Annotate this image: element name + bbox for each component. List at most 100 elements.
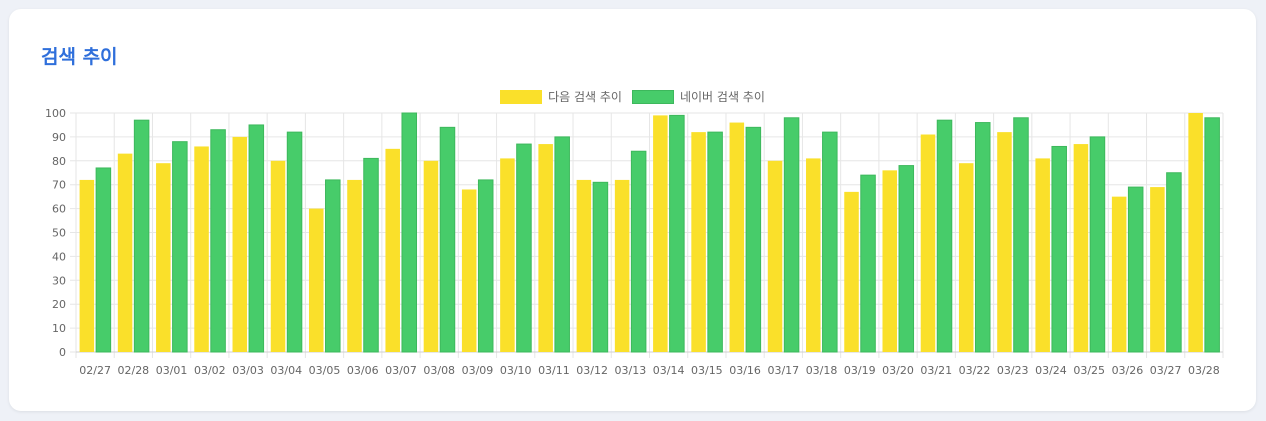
bar-daum <box>1035 158 1050 352</box>
bar-naver <box>1127 186 1144 353</box>
x-tick-label: 03/09 <box>462 364 494 377</box>
bar-daum <box>653 115 668 352</box>
bar-naver <box>745 126 762 353</box>
bar-naver <box>898 165 915 353</box>
legend: 다음 검색 추이 네이버 검색 추이 <box>9 88 1256 105</box>
bar-daum <box>767 160 783 352</box>
x-tick-label: 03/11 <box>538 364 570 377</box>
bar-daum <box>997 132 1012 352</box>
bar-naver <box>516 143 532 353</box>
bar-daum <box>844 191 859 352</box>
bar-naver <box>439 126 456 353</box>
bar-daum <box>461 189 477 352</box>
y-tick-label: 100 <box>45 107 66 120</box>
x-tick-label: 03/08 <box>423 364 455 377</box>
x-tick-label: 03/20 <box>882 364 914 377</box>
bar-daum <box>1150 187 1165 352</box>
x-tick-label: 03/27 <box>1150 364 1182 377</box>
bar-naver <box>630 150 647 353</box>
bar-daum <box>194 146 209 352</box>
bar-chart: 0 10 20 30 40 50 60 70 80 90 100 02/27 02/28 03/01 03/… <box>45 107 1224 377</box>
x-tick-label: 03/03 <box>232 364 264 377</box>
bar-naver <box>248 124 265 353</box>
bar-daum <box>500 158 515 352</box>
bar-naver <box>822 131 838 353</box>
x-tick-label: 03/06 <box>347 364 379 377</box>
bar-naver <box>95 167 112 353</box>
bar-daum <box>1073 144 1089 352</box>
bar-naver <box>1051 145 1067 353</box>
bar-naver <box>477 179 494 353</box>
x-tick-label: 03/13 <box>615 364 647 377</box>
bar-daum <box>882 170 898 352</box>
legend-label-daum: 다음 검색 추이 <box>548 90 622 104</box>
bar-naver <box>325 179 341 353</box>
y-tick-label: 60 <box>52 203 66 216</box>
x-tick-label: 03/05 <box>309 364 341 377</box>
legend-item-naver[interactable]: 네이버 검색 추이 <box>631 88 765 105</box>
bar-daum <box>308 208 324 352</box>
bar-daum <box>576 179 592 352</box>
bar-naver <box>1204 117 1220 353</box>
legend-label-naver: 네이버 검색 추이 <box>679 90 765 104</box>
y-tick-label: 30 <box>52 274 66 287</box>
x-tick-label: 03/17 <box>767 364 799 377</box>
x-tick-label: 03/18 <box>806 364 838 377</box>
legend-swatch-naver <box>631 89 674 104</box>
bar-daum <box>347 179 362 352</box>
x-tick-label: 03/01 <box>156 364 188 377</box>
bar-daum <box>538 144 553 352</box>
bar-daum <box>117 153 133 352</box>
bar-daum <box>423 160 439 352</box>
bar-naver <box>592 181 609 353</box>
x-tick-label: 03/24 <box>1035 364 1067 377</box>
bar-naver <box>1089 136 1106 353</box>
bar-daum <box>691 132 706 352</box>
bar-naver <box>669 114 685 353</box>
bar-naver <box>286 131 303 353</box>
bar-daum <box>232 136 248 352</box>
x-tick-label: 03/21 <box>920 364 952 377</box>
bar-daum <box>614 179 630 352</box>
bar-naver <box>860 174 876 353</box>
y-tick-label: 10 <box>52 322 66 335</box>
x-tick-label: 03/23 <box>997 364 1029 377</box>
x-tick-label: 02/27 <box>79 364 111 377</box>
bar-daum <box>806 158 821 352</box>
bar-naver <box>133 119 150 353</box>
x-tick-label: 03/04 <box>270 364 302 377</box>
x-tick-label: 03/07 <box>385 364 417 377</box>
bar-daum <box>385 148 400 352</box>
bar-daum <box>1188 113 1203 352</box>
bar-daum <box>79 179 95 352</box>
bar-daum <box>920 134 936 352</box>
bar-daum <box>156 163 171 352</box>
bar-naver <box>554 136 570 353</box>
x-tick-label: 02/28 <box>117 364 149 377</box>
chart-card: 검색 추이 다음 검색 추이 네이버 검색 추이 0 10 20 30 40 50 60 70… <box>9 9 1256 411</box>
x-tick-label: 03/14 <box>653 364 685 377</box>
bar-naver <box>936 119 953 353</box>
x-tick-label: 03/16 <box>729 364 761 377</box>
bar-daum <box>1111 196 1127 352</box>
y-tick-label: 50 <box>52 227 66 240</box>
card-title: 검색 추이 <box>41 46 118 68</box>
x-tick-label: 03/22 <box>959 364 991 377</box>
x-tick-label: 03/15 <box>691 364 723 377</box>
x-tick-label: 03/28 <box>1188 364 1220 377</box>
bar-naver <box>210 129 226 353</box>
legend-item-daum[interactable]: 다음 검색 추이 <box>500 88 622 105</box>
x-tick-label: 03/10 <box>500 364 532 377</box>
y-tick-label: 90 <box>52 131 66 144</box>
x-tick-label: 03/25 <box>1073 364 1105 377</box>
y-tick-label: 40 <box>52 250 66 263</box>
y-tick-label: 0 <box>59 346 66 359</box>
bar-naver <box>707 131 723 353</box>
bar-naver <box>172 141 188 353</box>
bar-daum <box>270 160 286 352</box>
y-tick-label: 20 <box>52 298 66 311</box>
y-tick-label: 80 <box>52 155 66 168</box>
y-tick-label: 70 <box>52 179 66 192</box>
bar-naver <box>974 122 991 353</box>
bar-naver <box>783 117 800 353</box>
